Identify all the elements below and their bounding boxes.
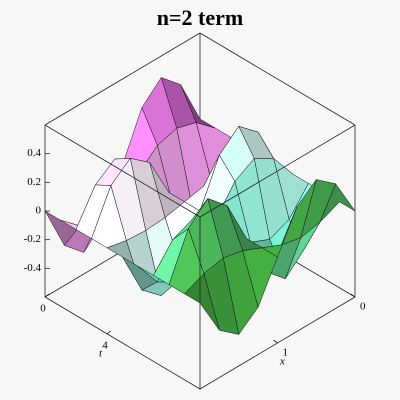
z-tick-label: -0.2	[24, 233, 41, 245]
z-tick-label: 0	[36, 205, 42, 217]
frame-front: -0.4 -0.2 0 0.2 0.4 0 4 0 1 t x	[24, 32, 366, 390]
x-axis-label: x	[279, 356, 285, 368]
x-tick-label: 0	[360, 301, 366, 313]
frame-edge	[44, 32, 201, 126]
surface	[44, 76, 356, 336]
x-tick	[350, 293, 356, 298]
t-tick-label: 0	[40, 303, 46, 315]
z-tick-label: 0.4	[27, 147, 41, 159]
z-tick-label: 0.2	[27, 176, 41, 188]
t-tick	[106, 330, 112, 335]
frame-edge	[199, 32, 356, 126]
z-tick-label: -0.4	[24, 262, 42, 274]
frame-edge	[44, 124, 201, 218]
t-tick	[44, 293, 50, 298]
frame-edge	[44, 296, 201, 390]
frame-edge	[199, 124, 356, 218]
x-tick-label: 1	[283, 347, 289, 359]
t-tick-label: 4	[102, 339, 108, 351]
t-axis-label: t	[99, 347, 103, 359]
x-tick	[273, 339, 278, 344]
chart-title: n=2 term	[157, 5, 243, 30]
